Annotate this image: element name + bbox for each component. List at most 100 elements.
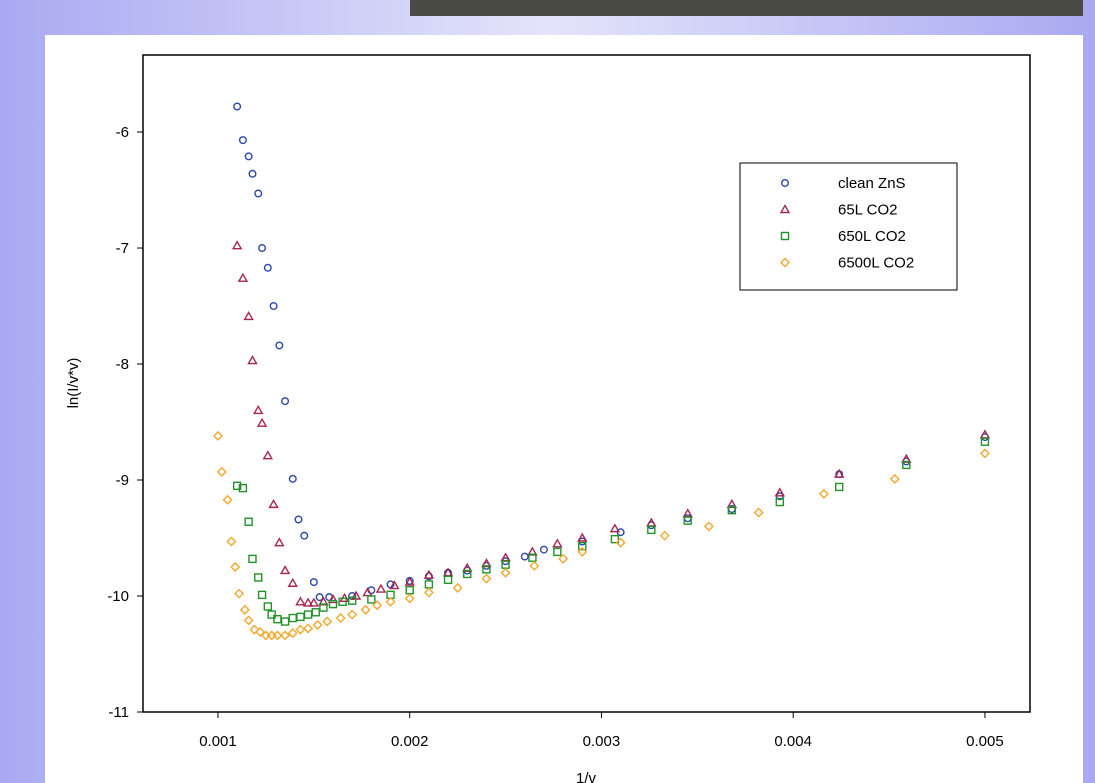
x-tick-label: 0.004: [774, 733, 812, 750]
marker-square: [980, 437, 990, 446]
chart-panel: [45, 35, 1083, 783]
marker-diamond: [529, 560, 540, 571]
marker-square: [775, 497, 784, 507]
marker-triangle: [327, 594, 339, 604]
y-tick-label: -6: [116, 124, 129, 141]
marker-triangle: [256, 417, 268, 427]
x-axis-label: 1/v: [576, 770, 597, 783]
marker-square: [367, 595, 376, 604]
marker-diamond: [889, 473, 900, 484]
marker-diamond: [239, 604, 250, 615]
marker-diamond: [360, 604, 371, 615]
marker-square: [727, 505, 737, 515]
marker-diamond: [335, 613, 346, 624]
marker-triangle: [774, 487, 785, 497]
marker-circle: [233, 102, 242, 111]
marker-square: [902, 460, 911, 470]
marker-diamond: [216, 466, 227, 477]
marker-diamond: [703, 521, 714, 532]
marker-square: [267, 610, 276, 619]
marker-square: [463, 569, 472, 579]
marker-circle: [781, 178, 790, 187]
x-tick-label: 0.005: [966, 733, 1004, 750]
marker-triangle: [268, 498, 279, 509]
legend-label: 650L CO2: [838, 228, 906, 245]
marker-diamond: [303, 623, 314, 634]
marker-circle: [294, 515, 303, 524]
marker-diamond: [234, 588, 245, 599]
marker-square: [328, 599, 338, 609]
marker-square: [254, 573, 263, 582]
plot-frame: [142, 54, 1031, 713]
marker-circle: [288, 474, 297, 483]
marker-triangle: [389, 580, 400, 590]
x-tick-label: 0.001: [199, 733, 237, 750]
marker-triangle: [779, 204, 791, 214]
marker-triangle: [423, 569, 435, 579]
marker-triangle: [302, 597, 314, 607]
photo-strip: [410, 0, 1083, 16]
marker-diamond: [222, 494, 233, 505]
marker-circle: [300, 531, 309, 540]
marker-square: [835, 482, 844, 492]
y-tick-label: -9: [116, 472, 129, 489]
marker-diamond: [372, 600, 383, 611]
legend-label: clean ZnS: [838, 175, 906, 192]
marker-square: [647, 525, 656, 535]
marker-square: [232, 481, 242, 491]
marker-circle: [520, 552, 529, 561]
marker-square: [238, 483, 248, 493]
marker-square: [311, 608, 320, 617]
marker-diamond: [230, 562, 241, 572]
marker-diamond: [500, 567, 511, 578]
marker-diamond: [249, 624, 260, 635]
marker-triangle: [527, 546, 538, 556]
marker-square: [780, 231, 790, 241]
marker-triangle: [318, 596, 329, 606]
marker-diamond: [280, 630, 291, 641]
marker-diamond: [272, 630, 283, 641]
marker-diamond: [452, 582, 463, 593]
marker-circle: [258, 244, 267, 253]
marker-circle: [269, 302, 278, 311]
legend-label: 65L CO2: [838, 202, 897, 219]
marker-square: [610, 534, 620, 544]
y-tick-label: -10: [107, 588, 129, 605]
marker-triangle: [253, 405, 264, 415]
marker-diamond: [226, 536, 237, 547]
marker-diamond: [322, 616, 333, 627]
marker-circle: [244, 152, 253, 161]
marker-circle: [275, 341, 284, 350]
marker-circle: [248, 169, 257, 178]
marker-diamond: [481, 573, 492, 584]
marker-triangle: [274, 537, 285, 547]
marker-square: [683, 516, 692, 525]
marker-diamond: [347, 609, 358, 620]
marker-square: [257, 590, 267, 600]
marker-triangle: [404, 576, 415, 586]
marker-square: [553, 547, 562, 557]
marker-triangle: [577, 532, 588, 542]
marker-diamond: [780, 257, 790, 268]
marker-diamond: [423, 587, 434, 598]
marker-circle: [315, 593, 324, 602]
marker-square: [443, 575, 453, 584]
x-tick-label: 0.003: [583, 733, 621, 750]
marker-triangle: [247, 355, 258, 365]
marker-diamond: [243, 615, 254, 626]
marker-square: [248, 554, 257, 564]
y-axis-label: ln(I/v*v): [65, 358, 82, 409]
marker-triangle: [231, 240, 243, 250]
marker-diamond: [753, 507, 764, 518]
marker-square: [347, 596, 357, 605]
marker-square: [338, 597, 347, 607]
marker-triangle: [279, 565, 291, 575]
marker-triangle: [609, 523, 621, 533]
marker-diamond: [659, 530, 670, 541]
x-tick-label: 0.002: [391, 733, 429, 750]
marker-circle: [309, 578, 318, 587]
marker-triangle: [295, 596, 306, 606]
marker-diamond: [615, 537, 626, 548]
legend-box: [739, 162, 958, 291]
marker-circle: [539, 545, 548, 554]
